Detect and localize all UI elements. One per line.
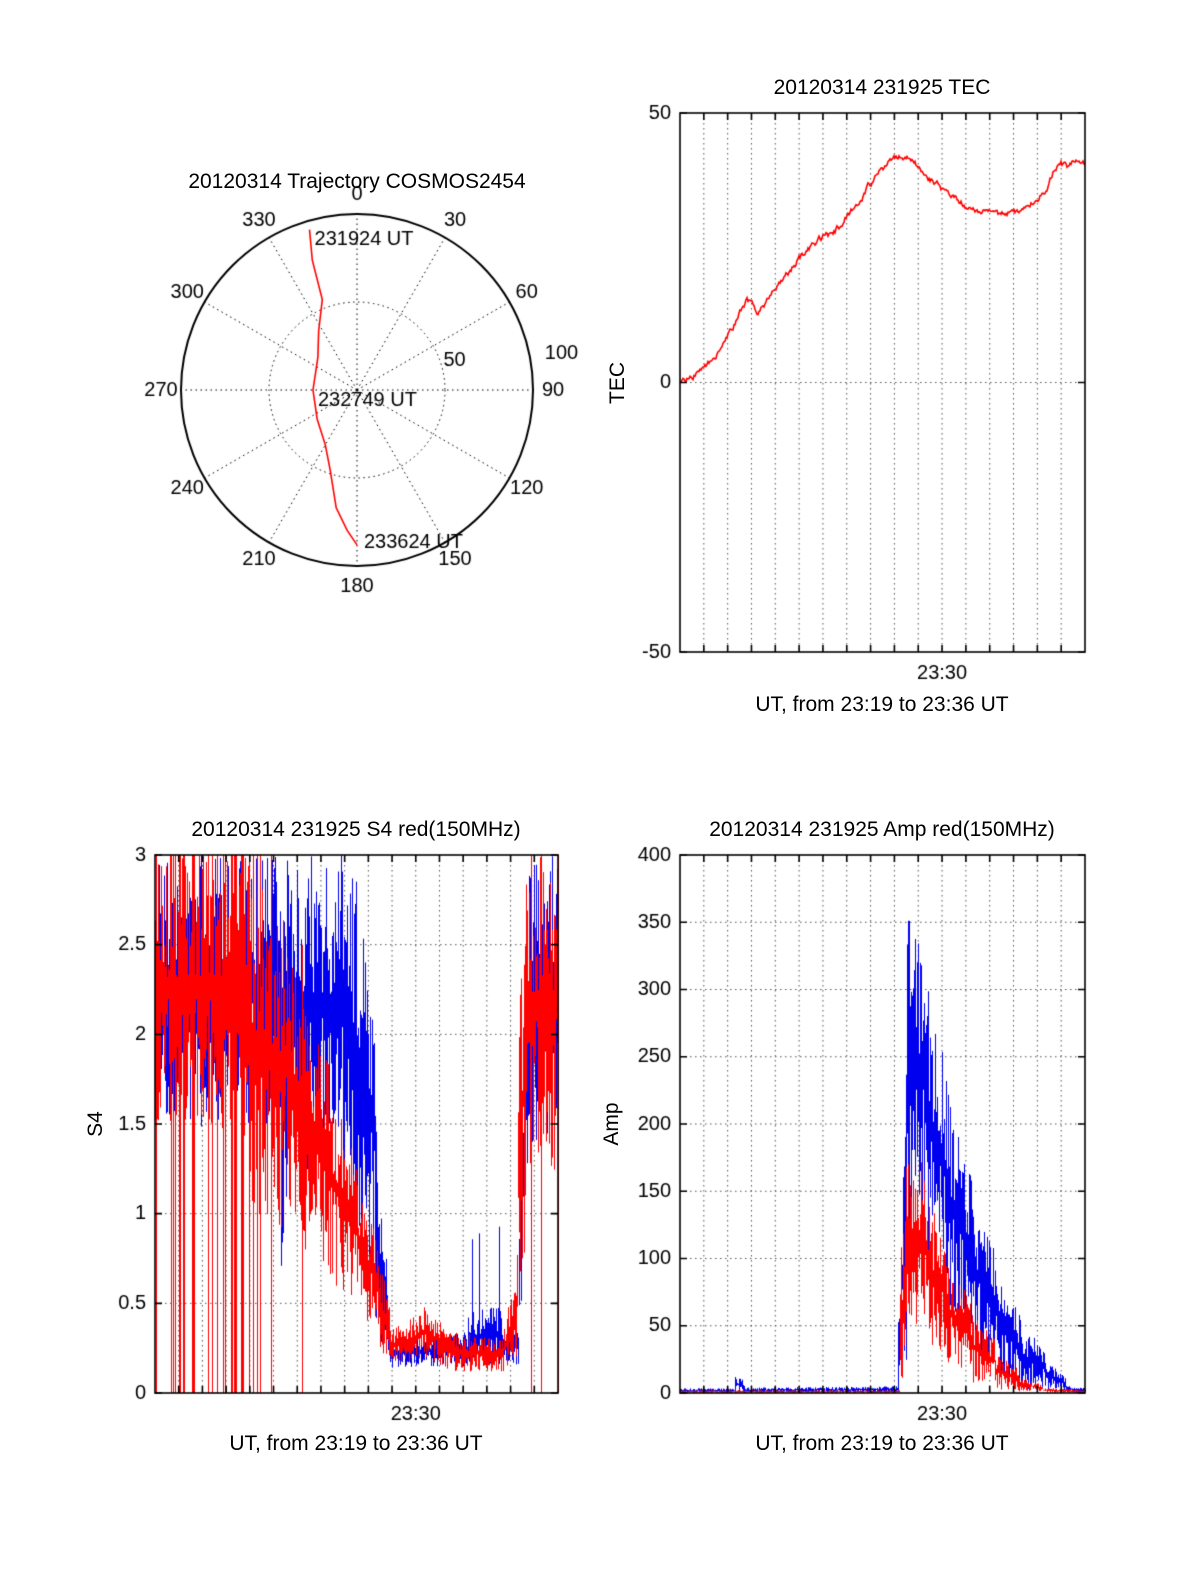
s4-xlabel: UT, from 23:19 to 23:36 UT — [229, 1432, 483, 1455]
tec-xlabel: UT, from 23:19 to 23:36 UT — [755, 693, 1009, 716]
tec-ylabel: TEC — [606, 362, 629, 404]
s4-ylabel: S4 — [84, 1111, 107, 1137]
amp-ylabel: Amp — [600, 1102, 623, 1146]
s4-title: 20120314 231925 S4 red(150MHz) — [191, 818, 521, 841]
amp-xlabel: UT, from 23:19 to 23:36 UT — [755, 1432, 1009, 1455]
tec-title: 20120314 231925 TEC — [773, 76, 991, 99]
amp-title: 20120314 231925 Amp red(150MHz) — [709, 818, 1055, 841]
trajectory-title: 20120314 Trajectory COSMOS2454 — [188, 170, 526, 193]
